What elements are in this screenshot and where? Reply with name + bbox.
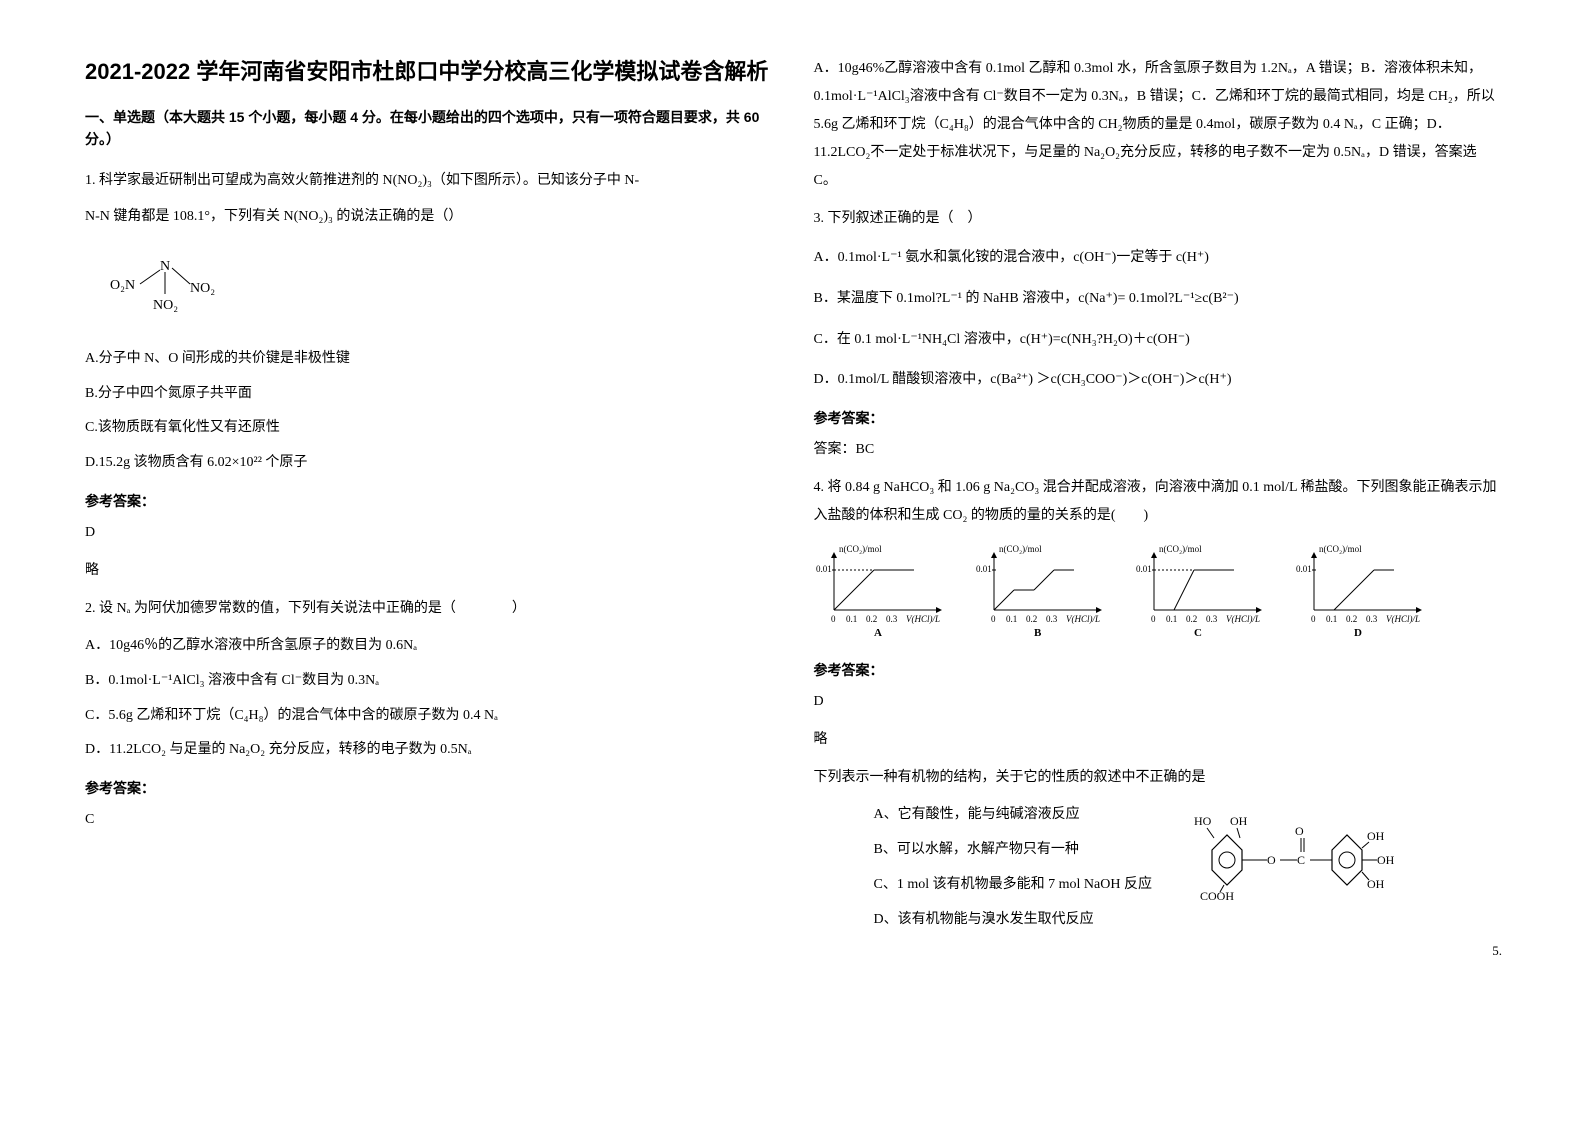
- q3-optD: D．0.1mol/L 醋酸钡溶液中，c(Ba²⁺) ＞c(CH₃COO⁻)＞c(…: [814, 365, 1503, 396]
- q2-answer: C: [85, 806, 774, 834]
- q2-text: 2. 设 Nₐ 为阿伏加德罗常数的值，下列有关说法中正确的是（ ）: [85, 595, 774, 623]
- q3-optB: B．某温度下 0.1mol?L⁻¹ 的 NaHB 溶液中，c(Na⁺)= 0.1…: [814, 284, 1503, 315]
- q5-options: A、它有酸性，能与纯碱溶液反应 B、可以水解，水解产物只有一种 C、1 mol …: [814, 800, 1152, 939]
- section-header: 一、单选题（本大题共 15 个小题，每小题 4 分。在每小题给出的四个选项中，只…: [85, 106, 774, 151]
- q4-text: 4. 将 0.84 g NaHCO₃ 和 1.06 g Na₂CO₃ 混合并配成…: [814, 474, 1503, 530]
- svg-text:OH: OH: [1367, 829, 1385, 843]
- svg-text:C: C: [1297, 853, 1305, 867]
- chart-b: n(CO₂)/mol 0.01 0 0.1 0.2 0.3 V(HCl)/L B: [974, 540, 1124, 640]
- svg-text:NO₂: NO₂: [153, 298, 178, 313]
- svg-text:OH: OH: [1367, 877, 1385, 891]
- svg-text:0.2: 0.2: [1346, 614, 1357, 624]
- svg-text:0.01: 0.01: [1136, 564, 1152, 574]
- svg-text:0.3: 0.3: [1366, 614, 1378, 624]
- svg-text:0.2: 0.2: [1186, 614, 1197, 624]
- svg-text:0.1: 0.1: [846, 614, 857, 624]
- svg-text:COOH: COOH: [1200, 889, 1234, 903]
- svg-text:A: A: [874, 627, 882, 639]
- q4-answer: D: [814, 688, 1503, 716]
- q2-answer-label: 参考答案：: [85, 778, 774, 798]
- q3-optC: C．在 0.1 mol·L⁻¹NH₄Cl 溶液中，c(H⁺)=c(NH₃?H₂O…: [814, 325, 1503, 356]
- q5-row: A、它有酸性，能与纯碱溶液反应 B、可以水解，水解产物只有一种 C、1 mol …: [814, 800, 1503, 939]
- svg-text:HO: HO: [1194, 814, 1212, 828]
- q1-note: 略: [85, 557, 774, 585]
- q4-answer-label: 参考答案：: [814, 660, 1503, 680]
- q5-optC: C、1 mol 该有机物最多能和 7 mol NaOH 反应: [874, 870, 1152, 901]
- q2-optA: A．10g46％的乙醇水溶液中所含氢原子的数目为 0.6Nₐ: [85, 631, 774, 662]
- q1-answer-label: 参考答案：: [85, 491, 774, 511]
- svg-text:B: B: [1034, 627, 1042, 639]
- q2-optC: C．5.6g 乙烯和环丁烷（C₄H₈）的混合气体中含的碳原子数为 0.4 Nₐ: [85, 701, 774, 732]
- svg-text:0.1: 0.1: [1006, 614, 1017, 624]
- svg-text:0.01: 0.01: [976, 564, 992, 574]
- q5-optD: D、该有机物能与溴水发生取代反应: [874, 905, 1152, 936]
- svg-text:D: D: [1354, 627, 1362, 639]
- svg-text:n(CO₂)/mol: n(CO₂)/mol: [999, 544, 1042, 554]
- svg-text:0.1: 0.1: [1326, 614, 1337, 624]
- q5-optA: A、它有酸性，能与纯碱溶液反应: [874, 800, 1152, 831]
- svg-text:O: O: [1267, 853, 1276, 867]
- svg-text:0.3: 0.3: [1046, 614, 1058, 624]
- svg-text:O₂N: O₂N: [110, 278, 135, 293]
- organic-structure: HO OH COOH O C O OH OH OH: [1182, 800, 1442, 910]
- svg-text:0.2: 0.2: [866, 614, 877, 624]
- q3-answer-label: 参考答案：: [814, 408, 1503, 428]
- svg-text:C: C: [1194, 627, 1202, 639]
- svg-text:0: 0: [991, 614, 996, 624]
- svg-text:NO₂: NO₂: [190, 281, 215, 296]
- q2-optB: B．0.1mol·L⁻¹AlCl₃ 溶液中含有 Cl⁻数目为 0.3Nₐ: [85, 666, 774, 697]
- svg-text:0.01: 0.01: [1296, 564, 1312, 574]
- exam-title: 2021-2022 学年河南省安阳市杜郎口中学分校高三化学模拟试卷含解析: [85, 55, 774, 88]
- charts-container: n(CO₂)/mol 0.01 0 0.1 0.2 0.3 V(HCl)/L A…: [814, 540, 1503, 640]
- svg-text:0.1: 0.1: [1166, 614, 1177, 624]
- chart-a: n(CO₂)/mol 0.01 0 0.1 0.2 0.3 V(HCl)/L A: [814, 540, 964, 640]
- svg-text:n(CO₂)/mol: n(CO₂)/mol: [839, 544, 882, 554]
- page-number: 5.: [814, 943, 1503, 959]
- q5-text: 下列表示一种有机物的结构，关于它的性质的叙述中不正确的是: [814, 764, 1503, 792]
- svg-text:OH: OH: [1377, 853, 1395, 867]
- svg-text:0.01: 0.01: [816, 564, 832, 574]
- q5-optB: B、可以水解，水解产物只有一种: [874, 835, 1152, 866]
- svg-text:V(HCl)/L: V(HCl)/L: [1066, 614, 1100, 624]
- svg-text:0: 0: [1151, 614, 1156, 624]
- svg-text:n(CO₂)/mol: n(CO₂)/mol: [1159, 544, 1202, 554]
- svg-text:V(HCl)/L: V(HCl)/L: [1226, 614, 1260, 624]
- right-column: A．10g46%乙醇溶液中含有 0.1mol 乙醇和 0.3mol 水，所含氢原…: [794, 55, 1523, 1067]
- q2-explanation: A．10g46%乙醇溶液中含有 0.1mol 乙醇和 0.3mol 水，所含氢原…: [814, 55, 1503, 195]
- svg-text:OH: OH: [1230, 814, 1248, 828]
- q1-optA: A.分子中 N、O 间形成的共价键是非极性键: [85, 344, 774, 375]
- q4-note: 略: [814, 726, 1503, 754]
- q1-text2: N-N 键角都是 108.1°，下列有关 N(NO₂)₃ 的说法正确的是（）: [85, 203, 774, 231]
- molecule-diagram: O₂N N NO₂ NO₂: [105, 254, 225, 324]
- svg-text:O: O: [1295, 824, 1304, 838]
- q1-optD: D.15.2g 该物质含有 6.02×10²² 个原子: [85, 448, 774, 479]
- q3-answer: 答案：BC: [814, 436, 1503, 464]
- q1-optB: B.分子中四个氮原子共平面: [85, 379, 774, 410]
- q3-text: 3. 下列叙述正确的是（ ）: [814, 205, 1503, 233]
- q1-text1: 1. 科学家最近研制出可望成为高效火箭推进剂的 N(NO₂)₃（如下图所示）。已…: [85, 167, 774, 195]
- q3-optA: A．0.1mol·L⁻¹ 氨水和氯化铵的混合液中，c(OH⁻)一定等于 c(H⁺…: [814, 243, 1503, 274]
- svg-text:N: N: [160, 259, 170, 274]
- svg-text:0.3: 0.3: [1206, 614, 1218, 624]
- svg-text:0.2: 0.2: [1026, 614, 1037, 624]
- chart-c: n(CO₂)/mol 0.01 0 0.1 0.2 0.3 V(HCl)/L C: [1134, 540, 1284, 640]
- left-column: 2021-2022 学年河南省安阳市杜郎口中学分校高三化学模拟试卷含解析 一、单…: [65, 55, 794, 1067]
- q1-answer: D: [85, 519, 774, 547]
- svg-text:n(CO₂)/mol: n(CO₂)/mol: [1319, 544, 1362, 554]
- svg-text:0: 0: [831, 614, 836, 624]
- svg-text:0.3: 0.3: [886, 614, 898, 624]
- q2-optD: D．11.2LCO₂ 与足量的 Na₂O₂ 充分反应，转移的电子数为 0.5Nₐ: [85, 735, 774, 766]
- svg-text:0: 0: [1311, 614, 1316, 624]
- svg-text:V(HCl)/L: V(HCl)/L: [906, 614, 940, 624]
- svg-text:V(HCl)/L: V(HCl)/L: [1386, 614, 1420, 624]
- q1-optC: C.该物质既有氧化性又有还原性: [85, 413, 774, 444]
- chart-d: n(CO₂)/mol 0.01 0 0.1 0.2 0.3 V(HCl)/L D: [1294, 540, 1444, 640]
